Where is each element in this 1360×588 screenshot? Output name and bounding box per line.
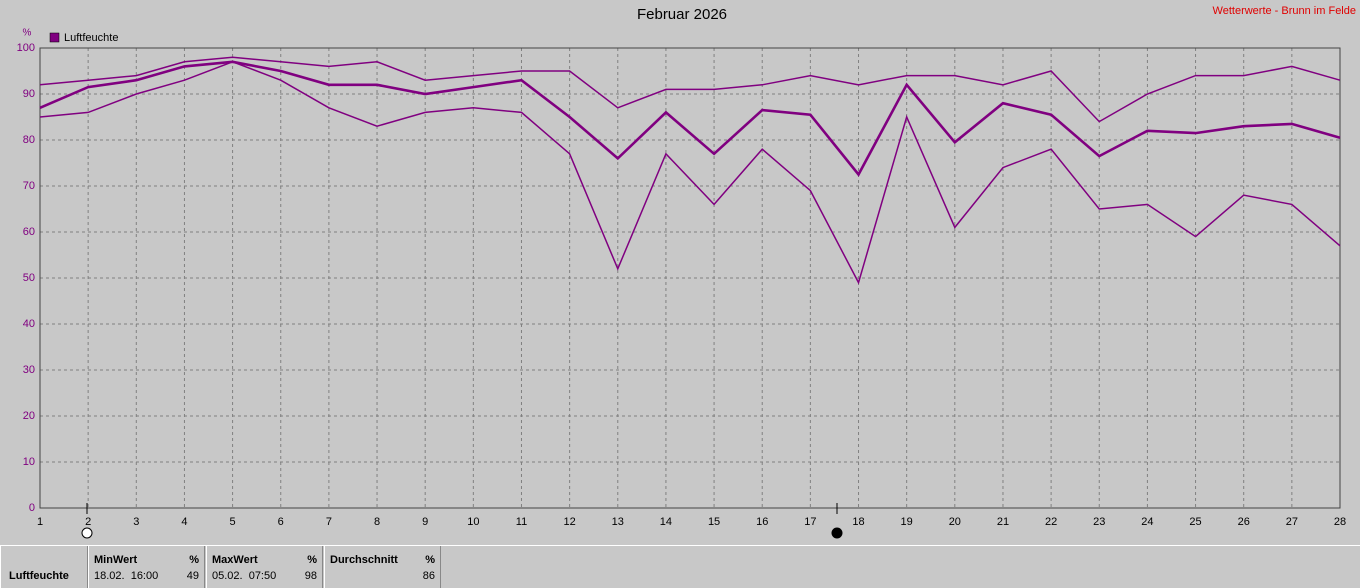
x-tick-label: 25 bbox=[1189, 516, 1201, 528]
chart-title: Februar 2026 bbox=[637, 6, 727, 23]
y-tick-label: 0 bbox=[29, 502, 35, 514]
x-tick-label: 18 bbox=[852, 516, 864, 528]
data-line bbox=[39, 60, 1341, 177]
stats-value: 98 bbox=[304, 570, 317, 582]
x-tick-label: 14 bbox=[660, 516, 672, 528]
stats-table: Luftfeuchte MinWert % 18.02. 16:00 49 Ma… bbox=[0, 545, 1360, 588]
x-tick-label: 2 bbox=[85, 516, 91, 528]
x-tick-label: 24 bbox=[1141, 516, 1153, 528]
x-tick-label: 19 bbox=[901, 516, 913, 528]
stats-unit: % bbox=[189, 554, 199, 566]
y-tick-label: 50 bbox=[23, 272, 35, 284]
stats-header: MinWert bbox=[94, 554, 138, 566]
legend-label: Luftfeuchte bbox=[64, 32, 118, 44]
stats-cell: MinWert % 18.02. 16:00 49 bbox=[88, 546, 205, 588]
stats-label: Luftfeuchte bbox=[9, 570, 69, 582]
y-tick-label: 30 bbox=[23, 364, 35, 376]
x-tick-label: 21 bbox=[997, 516, 1009, 528]
y-tick-label: 10 bbox=[23, 456, 35, 468]
x-tick-label: 5 bbox=[230, 516, 236, 528]
stats-header: Durchschnitt bbox=[330, 554, 398, 566]
stats-cell: MaxWert % 05.02. 07:50 98 bbox=[206, 546, 323, 588]
x-tick-label: 9 bbox=[422, 516, 428, 528]
stats-unit: % bbox=[425, 554, 435, 566]
y-tick-label: 20 bbox=[23, 410, 35, 422]
x-tick-label: 3 bbox=[133, 516, 139, 528]
x-tick-label: 6 bbox=[278, 516, 284, 528]
x-tick-label: 23 bbox=[1093, 516, 1105, 528]
stats-unit: % bbox=[307, 554, 317, 566]
source: Wetterwerte - Brunn im Felde bbox=[1213, 5, 1356, 17]
stats-time: 18.02. 16:00 bbox=[94, 570, 159, 582]
legend-swatch bbox=[49, 32, 60, 43]
x-tick-label: 13 bbox=[612, 516, 624, 528]
stats-value: 86 bbox=[422, 570, 435, 582]
x-tick-label: 8 bbox=[374, 516, 380, 528]
y-tick-label: 60 bbox=[23, 226, 35, 238]
stats-cell: Durchschnitt % 86 bbox=[324, 546, 441, 588]
x-tick-label: 26 bbox=[1238, 516, 1250, 528]
stats-cell: Luftfeuchte bbox=[0, 546, 88, 588]
stats-time: 05.02. 07:50 bbox=[212, 570, 277, 582]
y-axis-label: % bbox=[23, 28, 32, 39]
x-tick-label: 22 bbox=[1045, 516, 1057, 528]
x-tick-label: 15 bbox=[708, 516, 720, 528]
y-tick-label: 70 bbox=[23, 180, 35, 192]
stats-header: MaxWert bbox=[212, 554, 258, 566]
y-tick-label: 100 bbox=[17, 42, 35, 54]
x-tick-label: 28 bbox=[1334, 516, 1346, 528]
y-tick-label: 40 bbox=[23, 318, 35, 330]
x-tick-label: 1 bbox=[37, 516, 43, 528]
cursor-marker bbox=[831, 527, 843, 539]
x-tick-label: 10 bbox=[467, 516, 479, 528]
x-tick-label: 4 bbox=[181, 516, 187, 528]
x-tick-label: 27 bbox=[1286, 516, 1298, 528]
x-tick-label: 16 bbox=[756, 516, 768, 528]
x-tick-label: 12 bbox=[564, 516, 576, 528]
cursor-marker bbox=[81, 527, 93, 539]
data-line bbox=[39, 60, 1341, 285]
y-tick-label: 80 bbox=[23, 134, 35, 146]
x-tick-label: 17 bbox=[804, 516, 816, 528]
data-line bbox=[39, 56, 1341, 123]
y-tick-label: 90 bbox=[23, 88, 35, 100]
plot-frame bbox=[39, 47, 1341, 509]
x-tick-label: 11 bbox=[516, 516, 527, 528]
x-tick-label: 7 bbox=[326, 516, 332, 528]
chart: Februar 2026 Wetterwerte - Brunn im Feld… bbox=[17, 5, 1356, 539]
x-tick-label: 20 bbox=[949, 516, 961, 528]
stats-value: 49 bbox=[186, 570, 199, 582]
